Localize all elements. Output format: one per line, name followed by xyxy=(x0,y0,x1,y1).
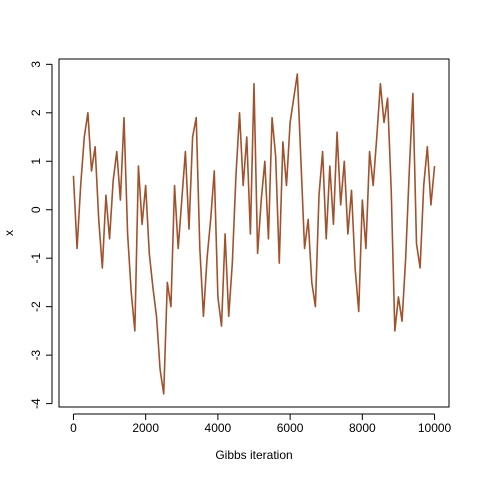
y-tick-label: -1 xyxy=(29,253,43,264)
x-tick-label: 0 xyxy=(70,421,77,435)
x-tick-label: 6000 xyxy=(277,421,304,435)
x-tick-label: 2000 xyxy=(132,421,159,435)
y-axis-label: x xyxy=(2,230,16,236)
y-tick-label: 2 xyxy=(29,109,43,116)
x-axis-label: Gibbs iteration xyxy=(215,448,292,462)
plot-box xyxy=(58,58,450,408)
y-tick-label: 0 xyxy=(29,206,43,213)
x-tick-label: 10000 xyxy=(418,421,452,435)
x-tick-label: 8000 xyxy=(349,421,376,435)
y-tick-label: -4 xyxy=(29,398,43,409)
y-tick-label: 1 xyxy=(29,158,43,165)
y-tick-label: -2 xyxy=(29,301,43,312)
y-tick-label: -3 xyxy=(29,349,43,360)
x-tick-label: 4000 xyxy=(205,421,232,435)
trace-line xyxy=(72,73,436,395)
y-tick-label: 3 xyxy=(29,61,43,68)
